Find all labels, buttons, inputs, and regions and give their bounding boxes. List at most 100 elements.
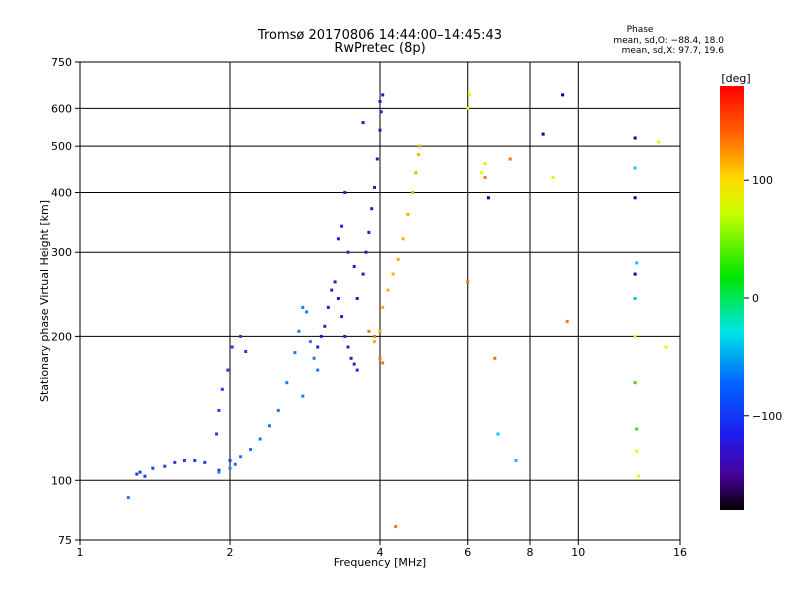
data-point	[333, 280, 337, 284]
colorbar-title: [deg]	[721, 72, 750, 85]
data-point	[126, 496, 130, 500]
data-point	[396, 257, 400, 261]
data-point	[228, 459, 232, 462]
data-point	[493, 356, 497, 360]
data-point	[346, 345, 350, 349]
data-point	[508, 157, 512, 161]
data-point	[468, 93, 471, 97]
data-point	[233, 462, 237, 466]
data-point	[633, 136, 637, 140]
x-tick-label: 10	[571, 546, 585, 559]
data-point	[480, 171, 484, 175]
data-point	[565, 319, 569, 323]
data-point	[151, 466, 155, 470]
data-point	[417, 153, 421, 157]
data-point	[561, 93, 565, 97]
data-point	[657, 140, 661, 144]
data-point	[301, 394, 305, 398]
data-point	[466, 106, 470, 110]
data-points	[126, 93, 668, 529]
data-point	[406, 212, 410, 216]
data-point	[414, 171, 418, 175]
data-point	[323, 324, 327, 328]
y-tick-label: 600	[51, 102, 72, 115]
data-point	[635, 449, 639, 453]
data-point	[349, 356, 353, 360]
data-point	[379, 110, 383, 114]
data-point	[635, 427, 639, 431]
x-tick-label: 6	[464, 546, 471, 559]
data-point	[483, 162, 487, 165]
data-point	[355, 297, 359, 300]
y-tick-label: 100	[51, 474, 72, 487]
data-point	[244, 350, 248, 353]
colorbar-tick-label: −100	[752, 410, 782, 423]
data-point	[541, 132, 545, 136]
data-point	[373, 334, 376, 338]
data-point	[378, 329, 382, 333]
data-point	[217, 408, 221, 412]
data-point	[411, 191, 415, 194]
data-point	[633, 381, 637, 385]
data-point	[378, 128, 382, 132]
data-point	[355, 368, 359, 372]
data-point	[373, 185, 376, 189]
x-tick-label: 2	[227, 546, 234, 559]
y-tick-label: 750	[51, 56, 72, 69]
data-point	[636, 474, 640, 478]
data-point	[361, 272, 365, 276]
data-point	[378, 356, 382, 360]
data-point	[633, 166, 637, 170]
data-point	[312, 356, 316, 360]
stats-line-x: mean, sd,X: 97.7, 19.6	[622, 46, 725, 56]
data-point	[301, 305, 305, 309]
data-point	[330, 288, 334, 292]
data-point	[297, 329, 301, 333]
data-point	[143, 474, 147, 478]
data-point	[635, 261, 639, 265]
data-point	[182, 459, 186, 462]
data-point	[381, 361, 385, 365]
data-point	[215, 432, 219, 436]
data-point	[483, 176, 487, 179]
data-point	[633, 297, 637, 300]
x-tick-label: 1	[77, 546, 84, 559]
data-point	[173, 460, 177, 464]
data-point	[367, 230, 371, 234]
data-point	[375, 157, 379, 161]
data-point	[135, 472, 139, 476]
y-axis-title: Stationary phase Virtual Height [km]	[38, 200, 51, 402]
data-point	[258, 437, 262, 441]
data-point	[340, 224, 344, 228]
data-point	[285, 381, 289, 385]
data-point	[217, 468, 221, 472]
y-tick-labels: 75 100 200 300 400 500 600 750	[51, 56, 80, 547]
colorbar-tick-label: 100	[752, 174, 773, 187]
colorbar-tick-label: 0	[752, 292, 759, 305]
data-point	[316, 368, 320, 372]
y-tick-label: 500	[51, 140, 72, 153]
stats-line-o: mean, sd,O: −88.4, 18.0	[613, 36, 724, 46]
x-axis-title: Frequency [MHz]	[334, 556, 426, 569]
data-point	[381, 305, 385, 309]
data-point	[373, 340, 376, 344]
data-point	[486, 196, 490, 200]
data-point	[340, 315, 344, 319]
data-point	[249, 448, 253, 451]
data-point	[316, 345, 320, 349]
data-point	[391, 272, 395, 276]
chart-subtitle: RwPretec (8p)	[334, 41, 425, 56]
colorbar-ticks: 100 0 −100	[744, 174, 782, 423]
data-point	[361, 121, 365, 125]
y-tick-label: 400	[51, 186, 72, 199]
data-point	[514, 459, 518, 462]
data-point	[346, 250, 350, 254]
data-point	[378, 100, 382, 103]
data-point	[138, 470, 142, 474]
data-point	[352, 362, 356, 366]
data-point	[230, 345, 234, 349]
data-point	[228, 466, 232, 470]
stats-heading: Phase	[627, 25, 654, 35]
data-point	[633, 272, 637, 276]
